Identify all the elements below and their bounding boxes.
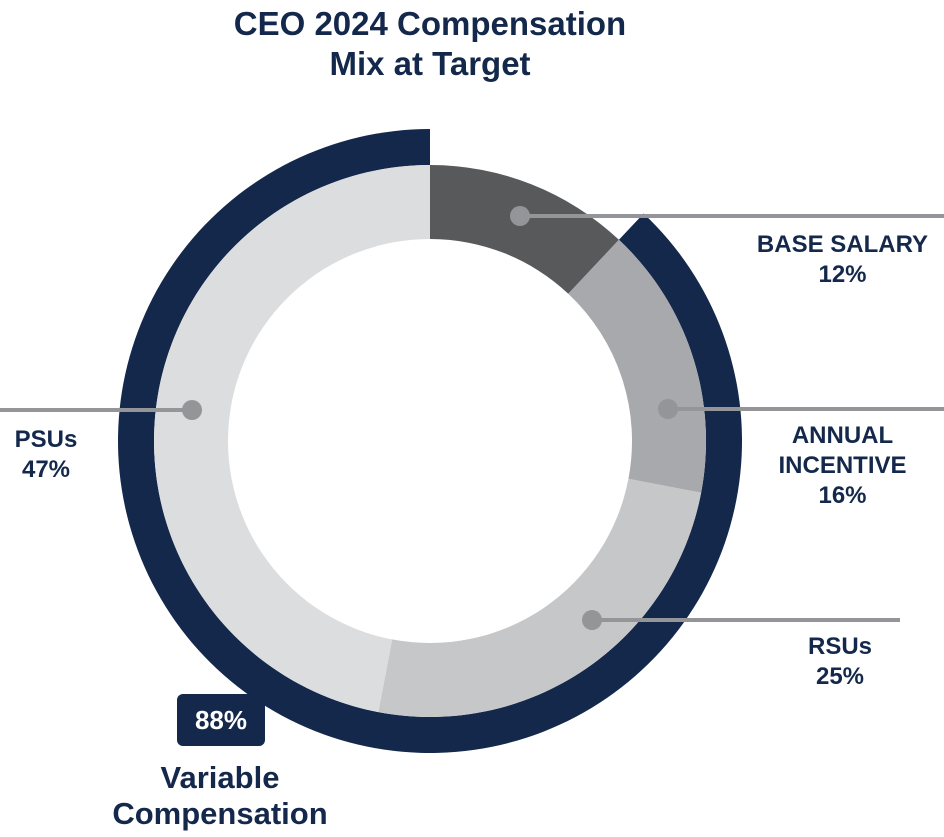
label-rsus-name: RSUs [807,633,873,660]
label-annual-incentive-value: 16% [818,482,867,509]
label-psus-name: PSUs [14,426,78,453]
leader-dot-annual-incentive [658,399,678,419]
label-psus: PSUs 47% [0,425,92,485]
leader-dot-psus [182,400,202,420]
chart-title: CEO 2024 Compensation Mix at Target [0,4,860,84]
chart-title-line-2: Mix at Target [329,45,531,82]
variable-compensation-label-line-1: Variable [160,760,280,795]
label-rsus: RSUs 25% [790,632,890,692]
slice-annual-incentive [568,239,706,493]
leader-dot-rsus [582,610,602,630]
label-base-salary-name: BASE SALARY [756,231,929,258]
variable-compensation-badge: 88% [177,694,265,746]
label-annual-incentive: ANNUAL INCENTIVE 16% [760,421,925,511]
label-annual-incentive-line-2: INCENTIVE [778,452,907,479]
slice-base-salary [430,165,619,294]
slice-psus [153,165,430,713]
label-psus-value: 47% [21,456,71,483]
label-annual-incentive-line-1: ANNUAL [791,422,894,449]
slice-rsus [378,478,702,717]
label-rsus-value: 25% [815,663,865,690]
chart-title-line-1: CEO 2024 Compensation [233,5,627,42]
leader-dot-base-salary [510,206,530,226]
variable-compensation-label-line-2: Compensation [112,796,328,831]
variable-compensation-label: Variable Compensation [60,760,380,832]
label-base-salary-value: 12% [818,261,867,288]
label-base-salary: BASE SALARY 12% [735,230,944,290]
